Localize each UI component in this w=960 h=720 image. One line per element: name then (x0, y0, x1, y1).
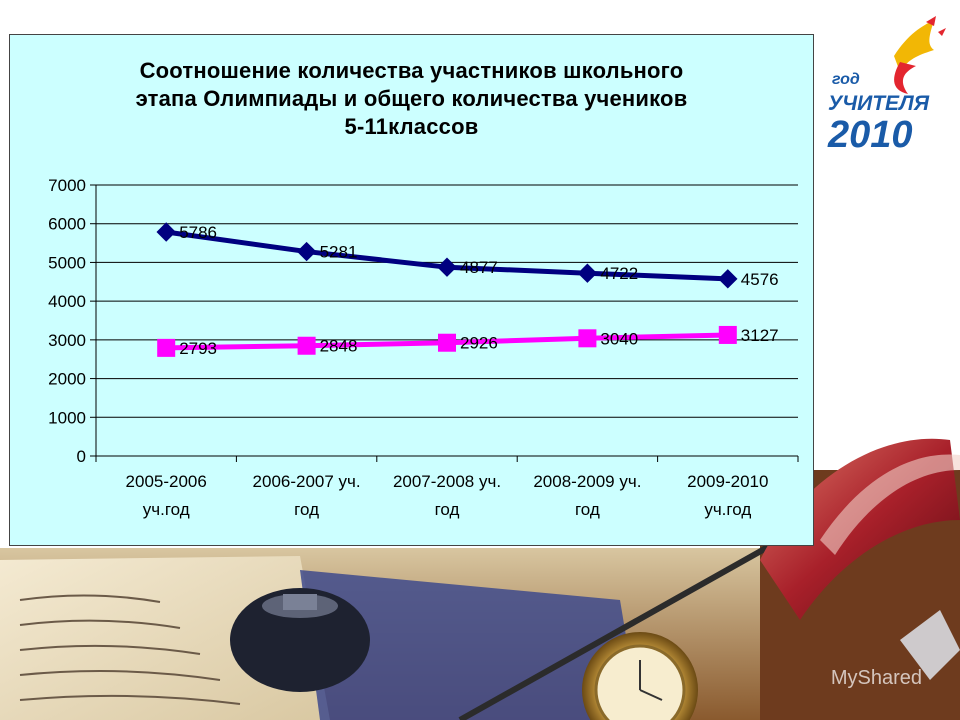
y-tick-label: 5000 (48, 253, 86, 272)
x-tick-label: год (575, 500, 600, 519)
chart-panel: Соотношение количества участников школьн… (9, 34, 814, 546)
data-label: 2848 (320, 337, 358, 356)
watermark-text: MyShared (830, 667, 922, 689)
data-point-marker (296, 241, 317, 262)
y-tick-label: 6000 (48, 215, 86, 234)
line-chart: 0 1000 2000 3000 4000 5000 6000 7000 2005-2006 уч… (48, 176, 799, 519)
data-point-marker (438, 333, 456, 352)
data-point-marker (577, 263, 598, 283)
data-point-marker (156, 222, 176, 242)
x-tick-label: год (294, 500, 319, 519)
year-of-teacher-logo: год УЧИТЕЛЯ 2010 (827, 16, 946, 154)
x-tick-label: год (435, 500, 460, 519)
data-point-marker (718, 269, 738, 289)
x-tick-label: 2009-2010 (687, 472, 768, 491)
x-tick-label: 2005-2006 (126, 472, 207, 491)
data-label: 2926 (460, 334, 498, 353)
x-tick-label: 2007-2008 уч. (393, 472, 501, 491)
y-tick-label: 2000 (48, 370, 86, 389)
chart-title-line-1: Соотношение количества участников школьн… (139, 58, 684, 83)
data-point-marker (437, 257, 457, 277)
logo-line-teacher: УЧИТЕЛЯ (828, 92, 930, 115)
y-tick-label: 4000 (48, 292, 86, 311)
chart-title-line-2: этапа Олимпиады и общего количества учен… (135, 86, 688, 111)
data-label: 4722 (600, 264, 638, 283)
bird-logo-icon (894, 20, 934, 72)
x-tick-label: 2006-2007 уч. (253, 472, 361, 491)
data-label: 4877 (460, 258, 498, 277)
x-tick-label: уч.год (704, 500, 751, 519)
data-point-marker (297, 336, 316, 355)
data-label: 3040 (600, 329, 638, 348)
logo-line-2010: 2010 (827, 114, 913, 154)
y-tick-label: 1000 (48, 408, 86, 427)
x-tick-label: 2008-2009 уч. (533, 472, 641, 491)
data-label: 2793 (179, 339, 217, 358)
chart-title-line-3: 5-11классов (344, 114, 479, 139)
flame-logo-icon (894, 62, 916, 94)
data-label: 5281 (320, 243, 358, 262)
y-tick-label: 7000 (48, 176, 86, 195)
chart-title: Соотношение количества участников школьн… (10, 57, 813, 141)
y-tick-label: 3000 (48, 331, 86, 350)
data-point-marker (718, 325, 737, 344)
x-tick-label: уч.год (143, 500, 190, 519)
y-tick-label: 0 (77, 447, 86, 466)
data-point-marker (578, 329, 597, 348)
data-label: 5786 (179, 223, 217, 242)
data-label: 4576 (741, 270, 779, 289)
data-point-marker (157, 338, 176, 357)
logo-line-year-word: год (832, 71, 860, 88)
data-label: 3127 (741, 326, 779, 345)
